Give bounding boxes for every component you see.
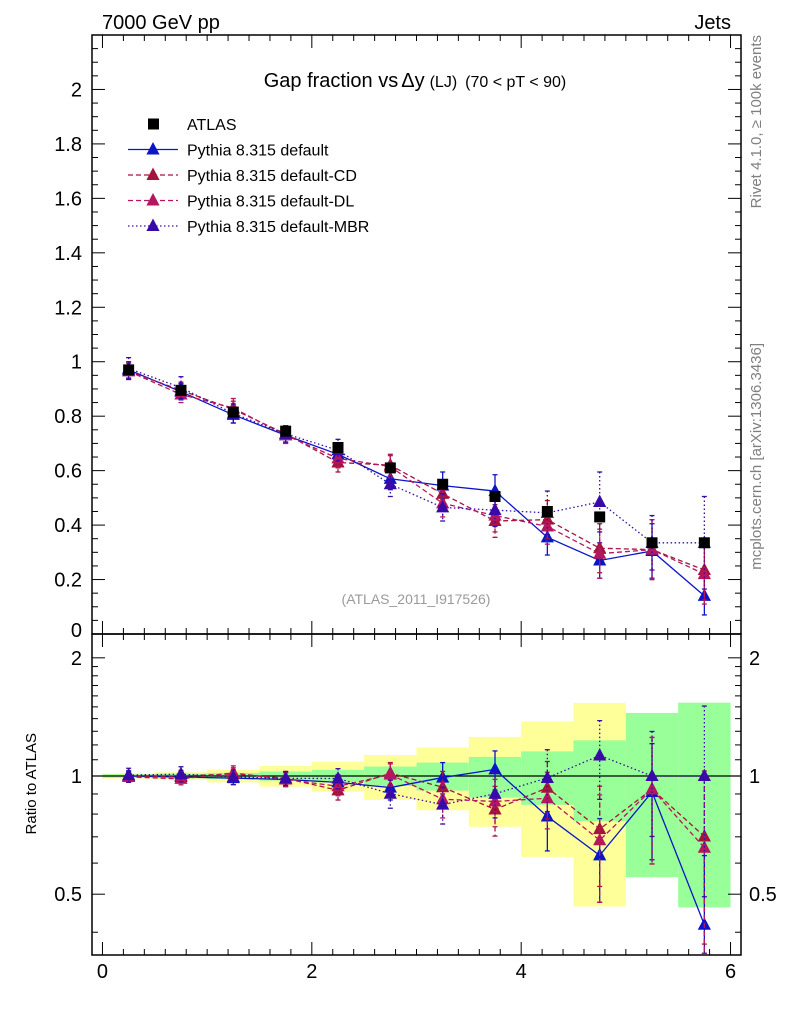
x-tick-label: 4 bbox=[516, 961, 527, 983]
y-tick-label: 0.4 bbox=[54, 515, 82, 537]
y-tick-label: 1 bbox=[71, 352, 82, 374]
y-tick-label: 0.6 bbox=[54, 461, 82, 483]
ratio-point bbox=[436, 797, 450, 810]
ratio-point bbox=[593, 748, 607, 761]
ratio-point bbox=[174, 766, 188, 780]
legend-marker-data bbox=[148, 118, 159, 130]
series-point bbox=[436, 499, 450, 513]
header-right: Jets bbox=[694, 12, 731, 34]
x-tick-label: 0 bbox=[97, 961, 108, 983]
data-point bbox=[227, 406, 239, 418]
ratio-point bbox=[383, 786, 397, 799]
title-lj: (LJ) bbox=[430, 74, 458, 91]
series-point bbox=[593, 494, 607, 507]
series-line-2 bbox=[128, 370, 705, 575]
y-tick-label: 0.2 bbox=[54, 570, 82, 592]
ratio-tick-label-right: 1 bbox=[749, 766, 760, 788]
x-tick-label: 6 bbox=[725, 961, 736, 983]
ratio-tick-label-right: 2 bbox=[749, 648, 760, 670]
ratio-point bbox=[488, 794, 502, 807]
series-line-3 bbox=[128, 367, 705, 544]
watermark: (ATLAS_2011_I917526) bbox=[342, 591, 491, 607]
series-point bbox=[331, 450, 345, 464]
y-tick-label: 1.8 bbox=[54, 134, 82, 156]
legend-marker-0 bbox=[146, 142, 160, 155]
legend-label-2: Pythia 8.315 default-DL bbox=[187, 194, 354, 211]
ratio-point bbox=[488, 786, 502, 799]
series-point bbox=[488, 502, 502, 516]
data-point bbox=[384, 462, 396, 474]
data-point bbox=[280, 425, 292, 437]
header-left: 7000 GeV pp bbox=[102, 12, 220, 34]
ratio-point bbox=[122, 767, 136, 781]
ratio-tick-label: 1 bbox=[71, 766, 82, 788]
ratio-tick-label: 2 bbox=[71, 648, 82, 670]
title-range: (70 < pT < 90) bbox=[465, 74, 566, 91]
title-main: Gap fraction vs bbox=[264, 70, 399, 92]
ratio-point bbox=[226, 769, 240, 783]
y-tick-label: 1.2 bbox=[54, 297, 82, 319]
ratio-point bbox=[331, 771, 345, 784]
y-tick-label: 0 bbox=[71, 620, 82, 642]
y-tick-label: 0.8 bbox=[54, 406, 82, 428]
legend-marker-1 bbox=[146, 167, 160, 181]
y-tick-label: 2 bbox=[71, 79, 82, 101]
rivet-label: Rivet 4.1.0, ≥ 100k events bbox=[748, 35, 765, 208]
ratio-point bbox=[488, 761, 502, 775]
ratio-point bbox=[593, 832, 607, 846]
legend-marker-2 bbox=[146, 193, 160, 206]
title-delta: Δy bbox=[401, 70, 424, 92]
ratio-line-0 bbox=[128, 768, 705, 926]
ratio-point bbox=[540, 770, 554, 783]
data-point bbox=[698, 537, 710, 549]
ratio-tick-label-right: 0.5 bbox=[749, 884, 777, 906]
legend-label-1: Pythia 8.315 default-CD bbox=[187, 168, 357, 185]
legend-label-data: ATLAS bbox=[187, 117, 237, 134]
chart-title: Gap fraction vs Δy (LJ) (70 < pT < 90) bbox=[264, 70, 567, 92]
data-point bbox=[175, 384, 187, 396]
data-point bbox=[646, 537, 658, 549]
data-point bbox=[437, 478, 449, 490]
series-point bbox=[383, 476, 397, 490]
ratio-point bbox=[540, 790, 554, 804]
ratio-point bbox=[383, 767, 397, 780]
ratio-line-2 bbox=[128, 772, 705, 849]
series-line-1 bbox=[128, 370, 705, 571]
series-line-0 bbox=[128, 369, 705, 597]
data-point bbox=[489, 491, 501, 503]
y-tick-label: 1.6 bbox=[54, 188, 82, 210]
legend-label-3: Pythia 8.315 default-MBR bbox=[187, 219, 369, 236]
data-point bbox=[123, 364, 135, 376]
ratio-point bbox=[697, 768, 711, 782]
data-point bbox=[332, 441, 344, 453]
legend-label-0: Pythia 8.315 default bbox=[187, 143, 329, 160]
ratio-point bbox=[279, 770, 293, 784]
ratio-tick-label: 0.5 bbox=[54, 884, 82, 906]
x-tick-label: 2 bbox=[306, 961, 317, 983]
legend-marker-3 bbox=[146, 218, 160, 232]
series-point bbox=[593, 546, 607, 559]
ratio-y-label: Ratio to ATLAS bbox=[23, 733, 40, 834]
data-point bbox=[594, 511, 606, 523]
series-point bbox=[540, 519, 554, 532]
mcplots-label: mcplots.cern.ch [arXiv:1306.3436] bbox=[748, 343, 765, 570]
data-point bbox=[541, 505, 553, 517]
y-tick-label: 1.4 bbox=[54, 243, 82, 265]
ratio-line-3 bbox=[128, 754, 705, 806]
ratio-point bbox=[645, 768, 659, 782]
